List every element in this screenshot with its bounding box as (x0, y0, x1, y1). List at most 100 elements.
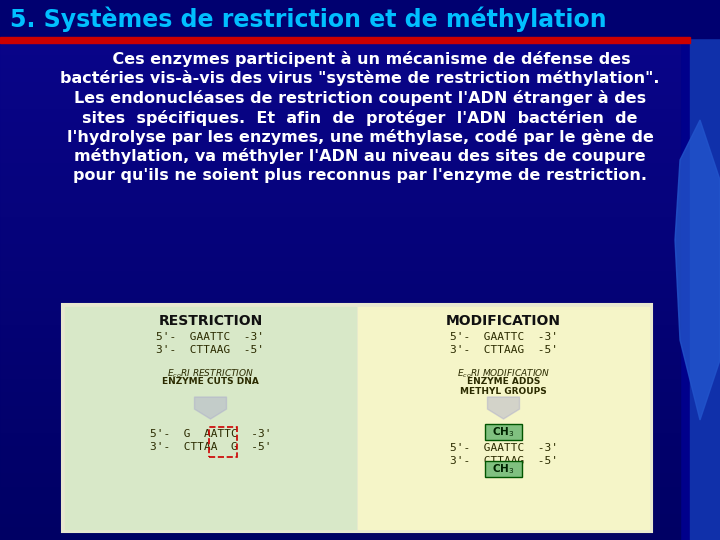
Bar (0, 29, 680, 30)
Bar (0, 138, 680, 139)
Bar (0, 507, 680, 508)
Bar (0, 201, 680, 202)
Polygon shape (194, 397, 227, 419)
Bar (0, 224, 680, 225)
Bar (0, 386, 680, 387)
Bar (0, 4, 680, 5)
Bar (0, 406, 680, 407)
Bar (0, 527, 680, 528)
Bar (0, 131, 680, 132)
Bar (0, 229, 680, 230)
Bar (0, 263, 680, 264)
Text: 3'-  CTTAAG  -5': 3'- CTTAAG -5' (449, 456, 557, 466)
Bar (0, 214, 680, 215)
Bar (0, 256, 680, 257)
Bar (0, 343, 680, 344)
Bar (0, 199, 680, 200)
Bar (0, 8, 680, 9)
Bar (0, 287, 680, 288)
Bar (0, 101, 680, 102)
Bar (0, 134, 680, 135)
Bar (0, 423, 680, 424)
Bar (0, 179, 680, 180)
Bar (0, 64, 680, 65)
Bar (0, 491, 680, 492)
Bar (0, 27, 680, 28)
Bar (0, 378, 680, 379)
Bar (0, 93, 680, 94)
Bar (0, 165, 680, 166)
Bar (0, 432, 680, 433)
Bar (0, 141, 680, 142)
Bar (0, 437, 680, 438)
Bar (0, 173, 680, 174)
Bar (0, 80, 680, 81)
Bar (0, 276, 680, 277)
Bar (0, 403, 680, 404)
Bar (0, 415, 680, 416)
Bar (0, 126, 680, 127)
Bar (0, 168, 680, 169)
Bar (0, 61, 680, 62)
Polygon shape (675, 120, 720, 420)
Text: Les endonucléases de restriction coupent l'ADN étranger à des: Les endonucléases de restriction coupent… (74, 90, 646, 106)
Bar (0, 453, 680, 454)
Bar (0, 171, 680, 172)
Bar (0, 312, 680, 313)
Bar (0, 260, 680, 261)
Bar (0, 167, 680, 168)
Bar (0, 184, 680, 185)
Bar (0, 355, 680, 356)
Bar (0, 130, 680, 131)
Bar (0, 476, 680, 477)
Bar (0, 170, 680, 171)
Bar (0, 58, 680, 59)
Bar (0, 295, 680, 296)
Bar (209, 427, 236, 457)
Bar (0, 237, 680, 238)
Bar (0, 382, 680, 383)
Bar (0, 220, 680, 221)
Bar (0, 502, 680, 503)
Bar (0, 292, 680, 293)
Bar (0, 226, 680, 227)
Bar (0, 340, 680, 341)
Bar (0, 338, 680, 339)
Bar (0, 349, 680, 350)
Bar (0, 304, 680, 305)
Bar (0, 274, 680, 275)
Bar (0, 53, 680, 54)
Bar (0, 275, 680, 276)
Bar (0, 251, 680, 252)
Bar (0, 124, 680, 125)
Bar (0, 3, 680, 4)
Bar (0, 248, 680, 249)
Bar (0, 536, 680, 537)
Bar (0, 371, 680, 372)
Bar (0, 459, 680, 460)
Bar (0, 524, 680, 525)
Bar (0, 185, 680, 186)
Bar (0, 109, 680, 110)
Bar (0, 227, 680, 228)
Polygon shape (487, 397, 520, 419)
Bar (0, 298, 680, 299)
Bar (0, 139, 680, 140)
Bar (0, 534, 680, 535)
Bar (0, 213, 680, 214)
Bar (0, 291, 680, 292)
Bar (0, 352, 680, 353)
Bar (0, 155, 680, 156)
Bar (0, 397, 680, 398)
Bar (0, 419, 680, 420)
Bar (0, 467, 680, 468)
Bar (358, 307, 649, 529)
Bar (0, 381, 680, 382)
Bar (0, 350, 680, 351)
Bar (0, 458, 680, 459)
Bar (0, 117, 680, 118)
Bar (0, 519, 680, 520)
Bar (0, 450, 680, 451)
Bar (0, 354, 680, 355)
Bar (0, 387, 680, 388)
